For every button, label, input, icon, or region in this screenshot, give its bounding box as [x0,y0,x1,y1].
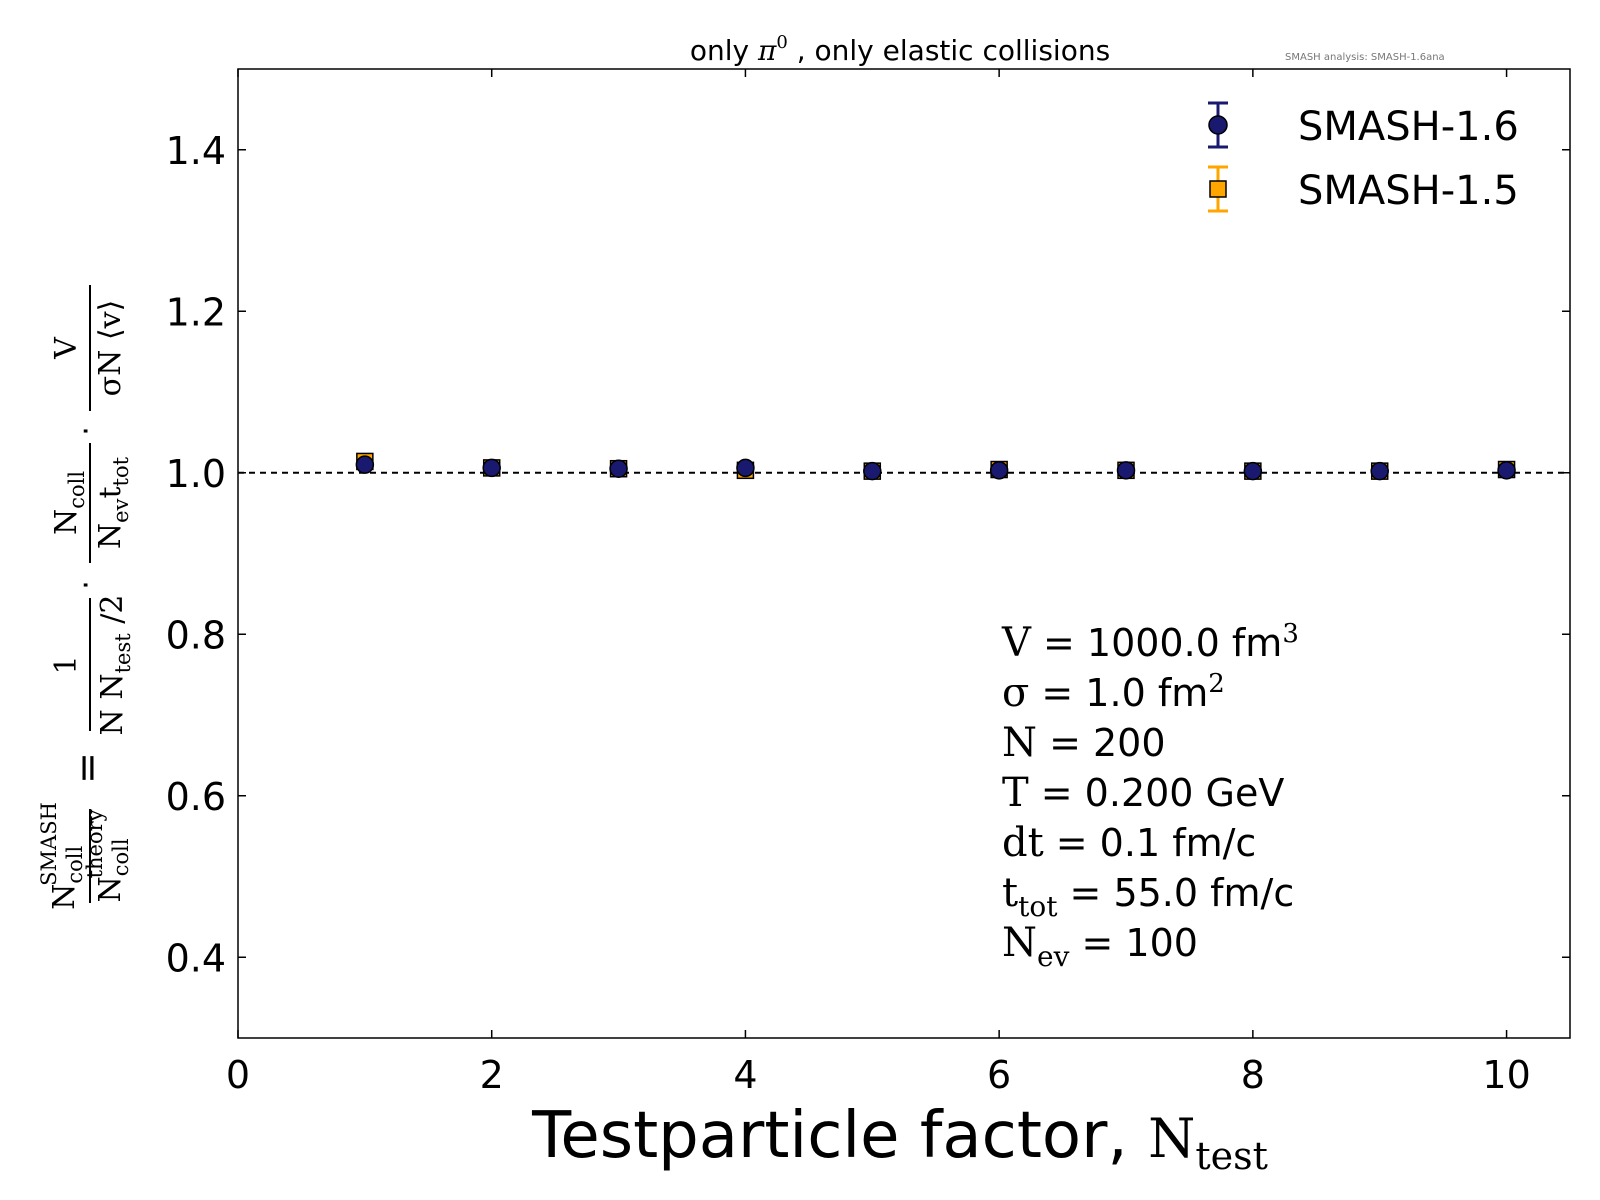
data-point-smash-1-6 [863,461,882,481]
watermark: SMASH analysis: SMASH-1.6ana [1285,52,1445,63]
data-point-smash-1-6 [736,458,755,478]
x-tick-label: 0 [226,1053,250,1097]
x-axis-ticks: 0 2 4 6 8 10 [226,69,1531,1097]
legend-marker-smash-1-5 [1208,165,1228,213]
ylabel-dot-2: · [69,426,104,436]
annotation-line: N = 200 [1002,720,1166,766]
legend: SMASH-1.6 SMASH-1.5 [1208,101,1519,214]
ylabel-f2-num: Ncoll [49,471,89,535]
annotation-line: σ = 1.0 fm2 [1002,669,1225,716]
y-axis-ticks: 0.4 0.6 0.8 1.0 1.2 1.4 [166,129,1570,980]
legend-label-smash-1-6: SMASH-1.6 [1298,104,1519,150]
ylabel-equals: = [65,752,109,784]
annotation-line: V = 1000.0 fm3 [1001,619,1299,666]
y-tick-label: 0.4 [166,936,226,980]
data-point-smash-1-6 [482,458,501,478]
ylabel-f2-den: Nevttot [93,456,133,549]
x-axis-label: Testparticle factor, Ntest [531,1099,1268,1178]
annotation-line: dt = 0.1 fm/c [1002,820,1256,866]
ylabel-dot-1: · [69,580,104,590]
legend-marker-smash-1-6 [1208,101,1228,149]
annotation-line: ttot = 55.0 fm/c [1002,870,1294,923]
x-tick-label: 6 [987,1053,1011,1097]
title-pi: π [757,34,777,67]
data-point-smash-1-6 [989,461,1009,480]
data-point-smash-1-6 [355,455,375,474]
x-tick-label: 8 [1241,1053,1265,1097]
y-tick-label: 0.6 [166,775,226,819]
x-tick-label: 10 [1482,1053,1530,1097]
legend-label-smash-1-5: SMASH-1.5 [1298,168,1519,214]
y-axis-label: NcollSMASH Ncolltheory = 1 N Ntest /2 · … [37,285,135,910]
y-tick-label: 1.2 [166,290,226,334]
plot-area [237,68,1571,1039]
chart-title: only π0 , only elastic collisions [690,32,1110,67]
x-tick-label: 4 [733,1053,757,1097]
y-tick-label: 0.8 [166,613,226,657]
x-tick-label: 2 [480,1053,504,1097]
annotation-line: T = 0.200 GeV [1002,770,1284,816]
data-point-smash-1-6 [609,459,628,478]
data-point-smash-1-6 [1243,461,1263,481]
ylabel-f1-den: N Ntest /2 [95,595,135,736]
ylabel-f1-num: 1 [49,655,84,674]
data-point-smash-1-6 [1370,461,1389,481]
ylabel-ratio-num: NcollSMASH [37,802,87,910]
y-tick-label: 1.4 [166,129,226,173]
annotation-line: Nev = 100 [1002,920,1198,973]
series-smash-1-6 [355,455,1516,481]
series-smash-1-5 [356,452,1516,480]
data-point-smash-1-6 [1497,461,1516,480]
data-point-smash-1-6 [1116,461,1136,480]
ylabel-ratio-den: Ncolltheory [83,809,133,902]
ylabel-f3-den: σN ⟨v⟩ [93,300,128,397]
ylabel-f3-num: V [49,336,84,360]
y-tick-label: 1.0 [166,452,226,496]
